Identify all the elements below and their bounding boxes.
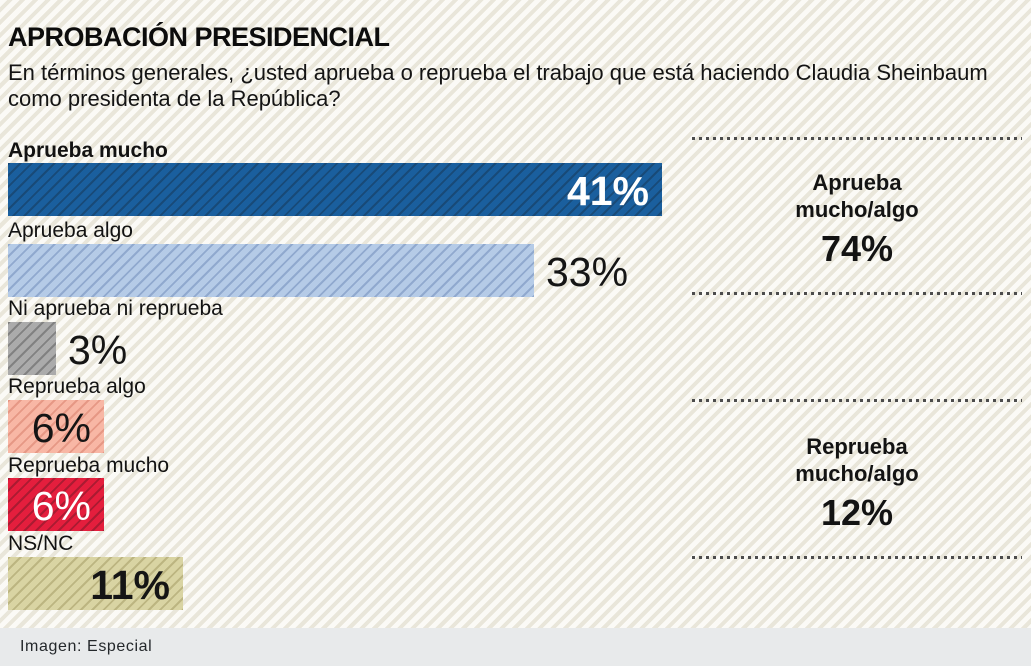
bar-reprueba-mucho: 6% <box>8 478 104 531</box>
chart-subtitle: En términos generales, ¿usted aprueba o … <box>8 60 988 112</box>
footer-credit-bar: Imagen: Especial <box>0 628 1031 666</box>
bar-reprueba-algo: 6% <box>8 400 104 453</box>
bar-value-aprueba-algo: 33% <box>546 248 629 295</box>
bar-value-reprueba-algo: 6% <box>31 404 91 451</box>
bar-label-aprueba-algo: Aprueba algo <box>8 219 133 242</box>
summary-approve: Aprueba mucho/algo 74% <box>692 170 1022 270</box>
summary-approve-label-line1: Aprueba <box>812 170 902 195</box>
dotted-divider-bottom-approve <box>692 292 1022 295</box>
summary-disapprove: Reprueba mucho/algo 12% <box>692 434 1022 534</box>
bar-value-reprueba-mucho: 6% <box>31 482 91 529</box>
bar-label-reprueba-mucho: Reprueba mucho <box>8 454 170 477</box>
bar-label-ni-aprueba-ni-reprueba: Ni aprueba ni reprueba <box>8 297 223 320</box>
chart-title: APROBACIÓN PRESIDENCIAL <box>8 22 390 52</box>
bar-label-aprueba-mucho: Aprueba mucho <box>8 139 168 162</box>
bar-nsnc: 11% <box>8 557 183 610</box>
summary-disapprove-label-line1: Reprueba <box>806 434 908 459</box>
bar-value-nsnc: 11% <box>90 561 170 608</box>
summary-approve-label-line2: mucho/algo <box>795 196 919 222</box>
bar-ni-aprueba-ni-reprueba: 3% <box>8 322 127 375</box>
dotted-divider-top-approve <box>692 137 1022 140</box>
hatched-background <box>0 0 1031 628</box>
bar-label-reprueba-algo: Reprueba algo <box>8 375 146 398</box>
bar-aprueba-mucho: 41% <box>8 163 662 216</box>
summary-disapprove-value: 12% <box>820 491 894 533</box>
image-credit: Imagen: Especial <box>20 638 153 655</box>
bar-label-nsnc: NS/NC <box>8 532 74 555</box>
summary-approve-value: 74% <box>820 227 894 269</box>
bar-value-ni-aprueba-ni-reprueba: 3% <box>68 326 128 373</box>
dotted-divider-bottom-disapprove <box>692 556 1022 559</box>
dotted-divider-top-disapprove <box>692 399 1022 402</box>
summary-disapprove-label-line2: mucho/algo <box>795 460 919 486</box>
bar-value-aprueba-mucho: 41% <box>566 167 649 214</box>
bar-aprueba-algo: 33% <box>8 244 628 297</box>
